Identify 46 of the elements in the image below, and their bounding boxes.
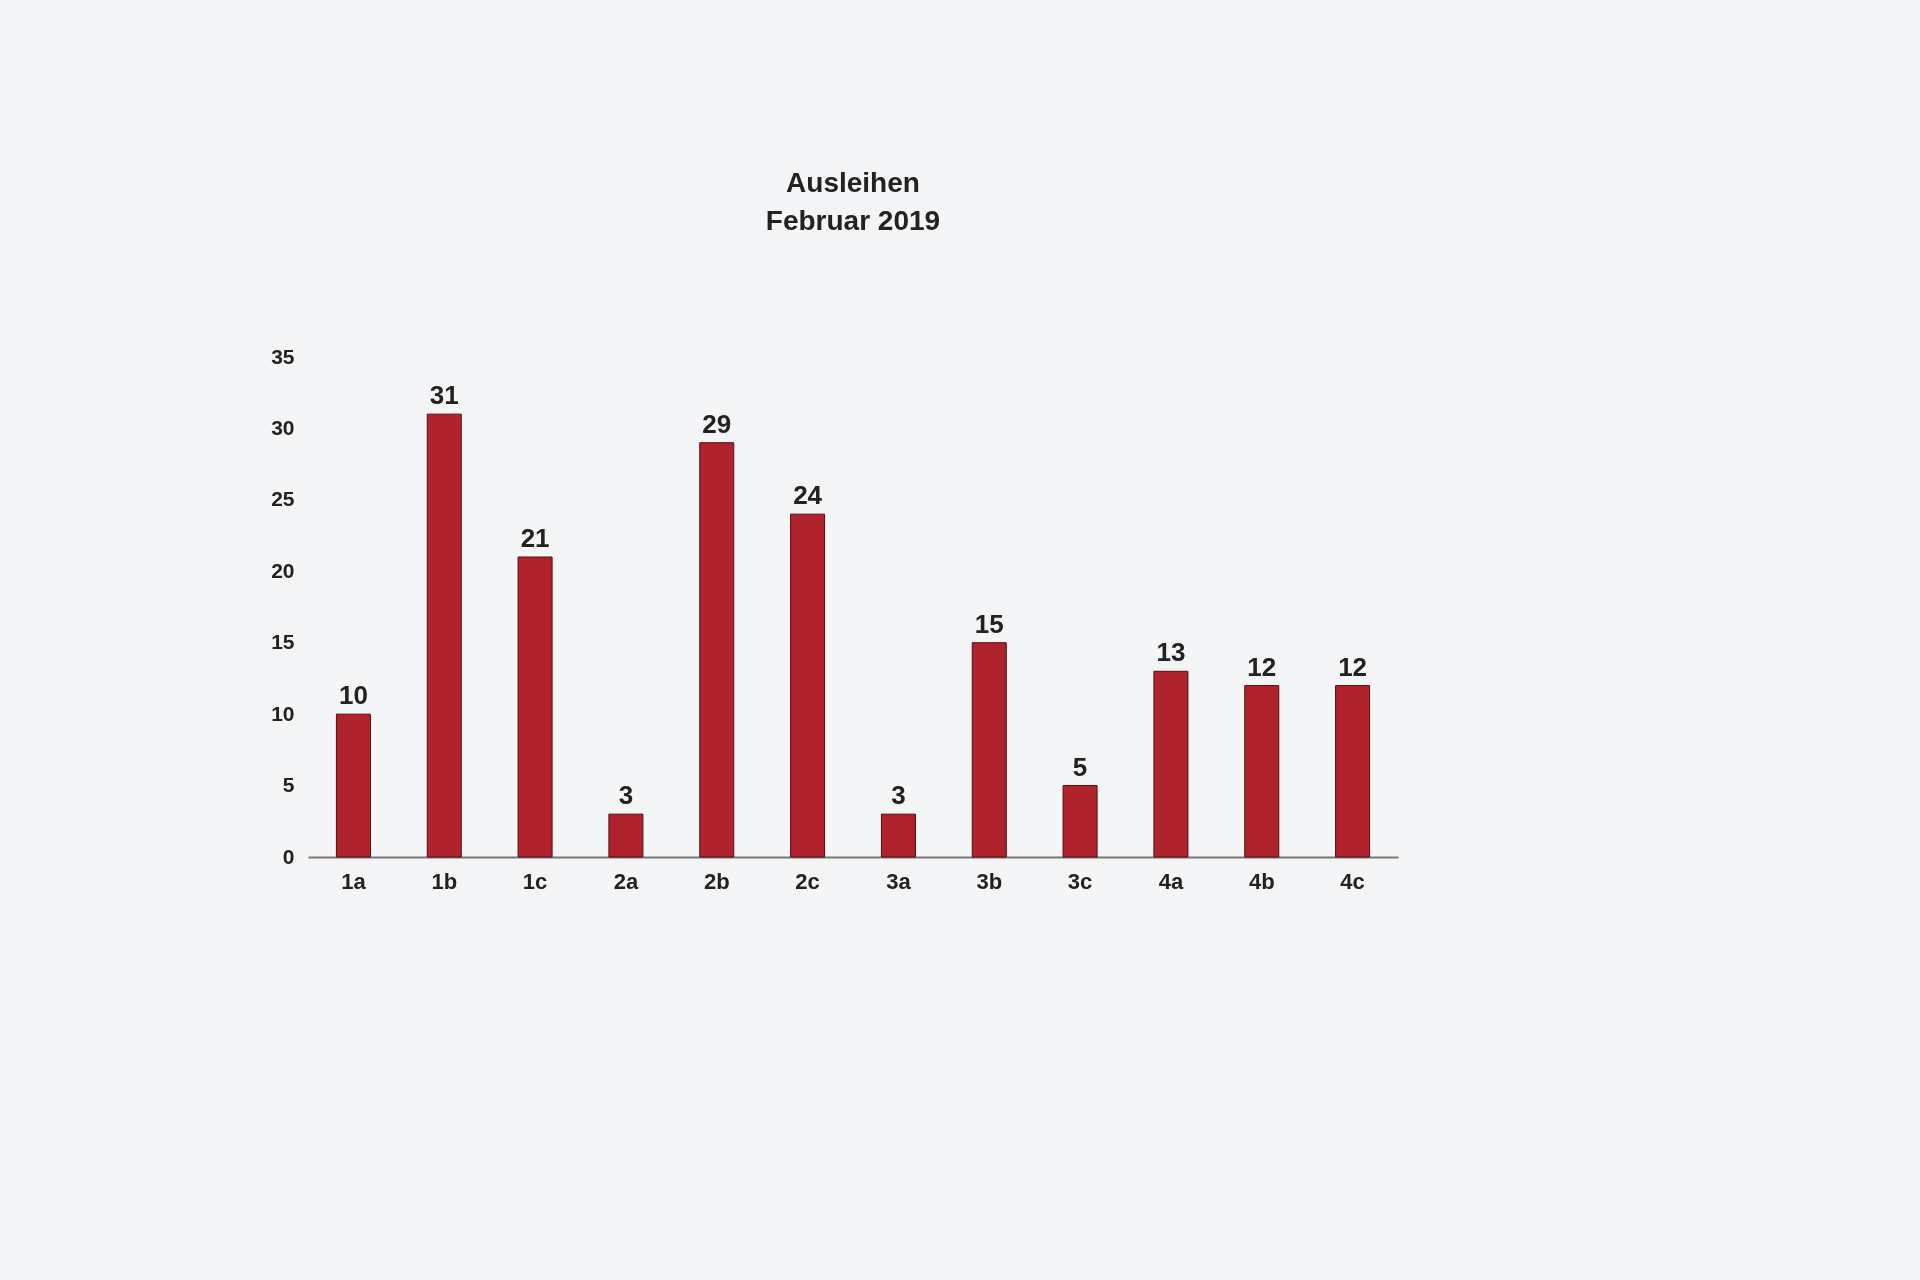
- x-tick-label: 3c: [1067, 868, 1093, 894]
- bar: [699, 442, 735, 858]
- bar: [790, 513, 826, 858]
- data-label: 12: [1338, 651, 1368, 682]
- bar: [880, 813, 916, 858]
- x-tick-label: 4a: [1158, 868, 1184, 894]
- x-tick-label: 4b: [1248, 868, 1275, 894]
- y-tick-label: 20: [271, 558, 295, 582]
- bar: [1153, 670, 1189, 858]
- x-tick-label: 1a: [341, 868, 367, 894]
- data-label: 5: [1072, 751, 1088, 782]
- x-tick-label: 2b: [703, 868, 730, 894]
- chart-subtitle: Februar 2019: [765, 205, 941, 236]
- y-tick-label: 35: [271, 344, 295, 368]
- bar: [517, 556, 553, 858]
- x-tick-label: 2a: [613, 868, 639, 894]
- data-label: 21: [520, 523, 550, 553]
- data-label: 13: [1156, 637, 1186, 668]
- bar: [1335, 685, 1371, 858]
- chart-title: Ausleihen: [786, 167, 920, 198]
- data-label: 3: [618, 780, 634, 811]
- y-tick-label: 10: [271, 701, 295, 725]
- bar: [608, 813, 644, 858]
- y-tick-label: 30: [271, 415, 295, 439]
- data-label: 3: [891, 780, 906, 811]
- bar: [426, 413, 462, 858]
- data-label: 15: [974, 608, 1004, 639]
- data-label: 12: [1247, 651, 1277, 682]
- x-tick-label: 3b: [976, 868, 1003, 894]
- bar: [971, 642, 1007, 858]
- x-tick-label: 1b: [431, 868, 458, 894]
- data-label: 31: [429, 380, 459, 411]
- y-tick-label: 15: [271, 630, 295, 654]
- y-tick-label: 25: [271, 487, 295, 511]
- x-tick-label: 3a: [886, 868, 912, 894]
- bar: [335, 713, 371, 858]
- x-tick-label: 2c: [795, 868, 820, 894]
- bar: [1062, 785, 1098, 858]
- x-tick-label: 1c: [522, 868, 548, 894]
- y-tick-label: 5: [282, 773, 295, 797]
- bar: [1244, 685, 1280, 858]
- data-label: 24: [793, 480, 823, 511]
- x-tick-label: 4c: [1340, 868, 1365, 894]
- y-tick-label: 0: [282, 844, 295, 868]
- data-label: 10: [338, 680, 368, 711]
- data-label: 29: [702, 408, 732, 439]
